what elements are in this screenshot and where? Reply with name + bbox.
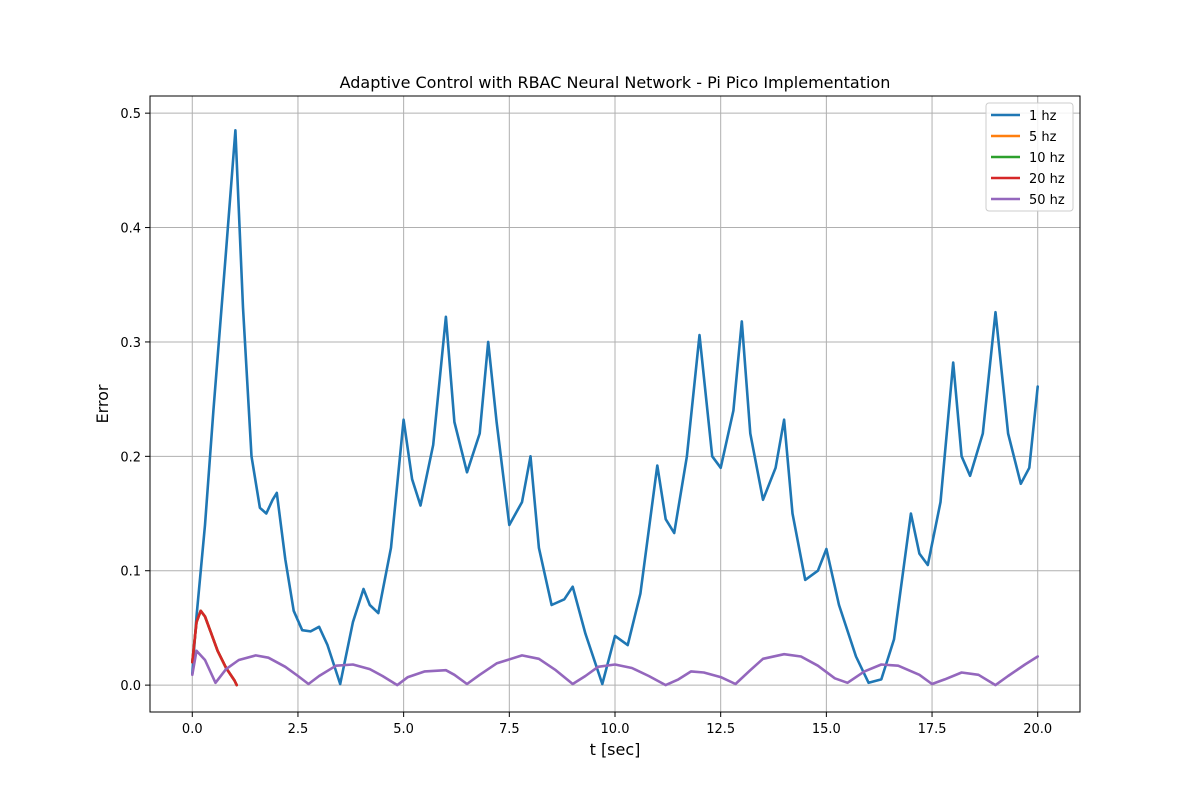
grid-layer (150, 96, 1080, 712)
y-axis-title: Error (93, 384, 112, 423)
series-layer (191, 129, 1039, 687)
x-tick-label: 0.0 (182, 722, 203, 737)
x-tick-label: 12.5 (706, 722, 735, 737)
tick-layer: 0.0 2.5 5.0 7.5 10.0 12.5 15.0 17.5 20.0 0.0 0.1 0.… (120, 107, 1052, 737)
x-axis-title: t [sec] (590, 740, 641, 759)
series-line-50-hz (191, 649, 1039, 687)
x-tick-label: 15.0 (812, 722, 841, 737)
x-tick-label: 20.0 (1023, 722, 1052, 737)
y-tick-label: 0.4 (120, 222, 141, 237)
chart-title: Adaptive Control with RBAC Neural Networ… (340, 73, 891, 92)
x-tick-label: 17.5 (918, 722, 947, 737)
y-tick-label: 0.0 (120, 679, 141, 694)
legend-label: 5 hz (1029, 130, 1057, 145)
legend-label: 50 hz (1029, 193, 1065, 208)
x-tick-label: 5.0 (393, 722, 414, 737)
y-tick-label: 0.1 (120, 565, 141, 580)
x-tick-label: 7.5 (499, 722, 520, 737)
legend-label: 1 hz (1029, 109, 1057, 124)
x-tick-label: 10.0 (601, 722, 630, 737)
legend-label: 20 hz (1029, 172, 1065, 187)
legend-label: 10 hz (1029, 151, 1065, 166)
series-line-1-hz (191, 129, 1039, 686)
y-tick-label: 0.3 (120, 336, 141, 351)
series-line-20-hz (191, 609, 238, 687)
x-tick-label: 2.5 (288, 722, 309, 737)
y-tick-label: 0.2 (120, 450, 141, 465)
legend-box (985, 102, 1074, 212)
legend: 1 hz 5 hz 10 hz 20 hz 50 hz (985, 102, 1074, 212)
y-tick-label: 0.5 (120, 107, 141, 122)
